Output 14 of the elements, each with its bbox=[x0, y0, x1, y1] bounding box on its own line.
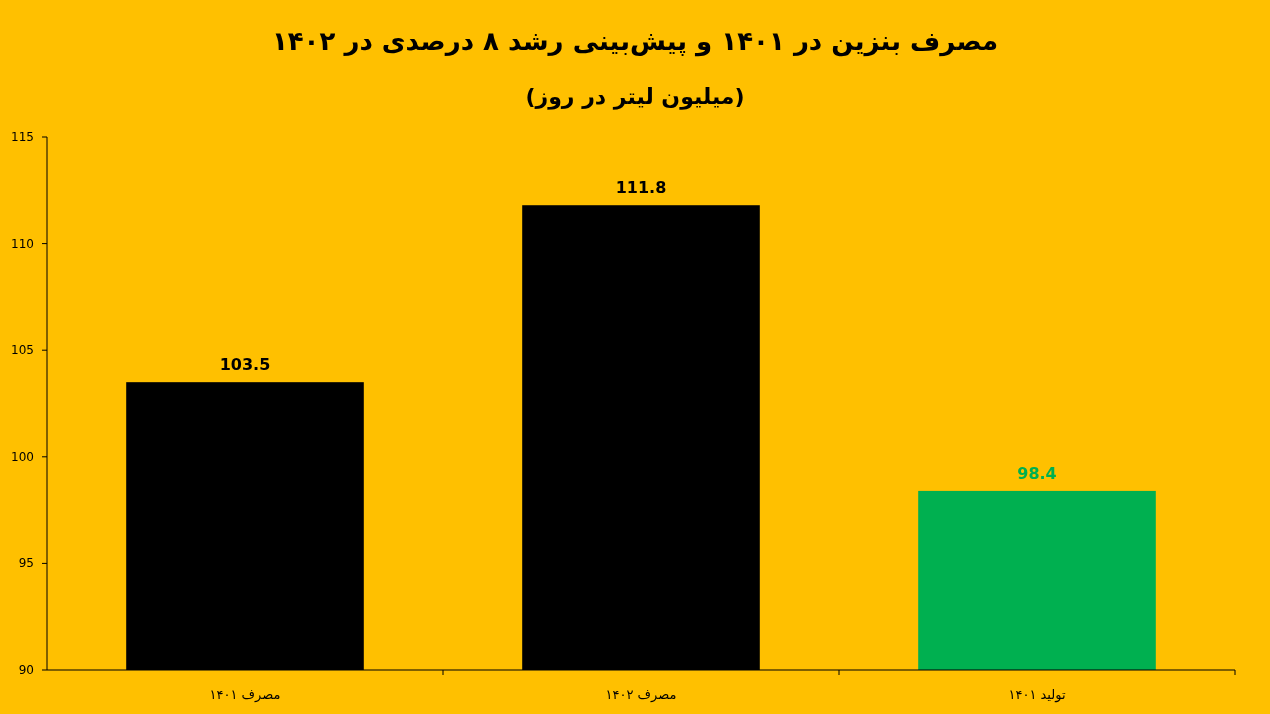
ytick: 115 bbox=[11, 130, 34, 144]
subtitle: (میلیون لیتر در روز) bbox=[525, 84, 745, 109]
title: مصرف بنزین در ۱۴۰۱ و پیش‌بینی رشد ۸ درصدی در ۱۴۰۲ bbox=[271, 26, 999, 56]
ytick: 100 bbox=[11, 449, 34, 464]
ytick: 95 bbox=[18, 556, 34, 571]
ytick: 90 bbox=[18, 663, 34, 677]
data-label: 98.4 bbox=[1017, 463, 1057, 483]
data-label: 103.5 bbox=[219, 355, 271, 375]
data-label: 111.8 bbox=[615, 178, 667, 198]
xtick: مصرف ۱۴۰۲ bbox=[605, 687, 677, 702]
ytick: 105 bbox=[11, 343, 34, 358]
xtick: مصرف ۱۴۰۱ bbox=[209, 687, 281, 702]
ytick: 110 bbox=[11, 236, 34, 251]
xtick: تولید ۱۴۰۱ bbox=[1008, 687, 1066, 702]
